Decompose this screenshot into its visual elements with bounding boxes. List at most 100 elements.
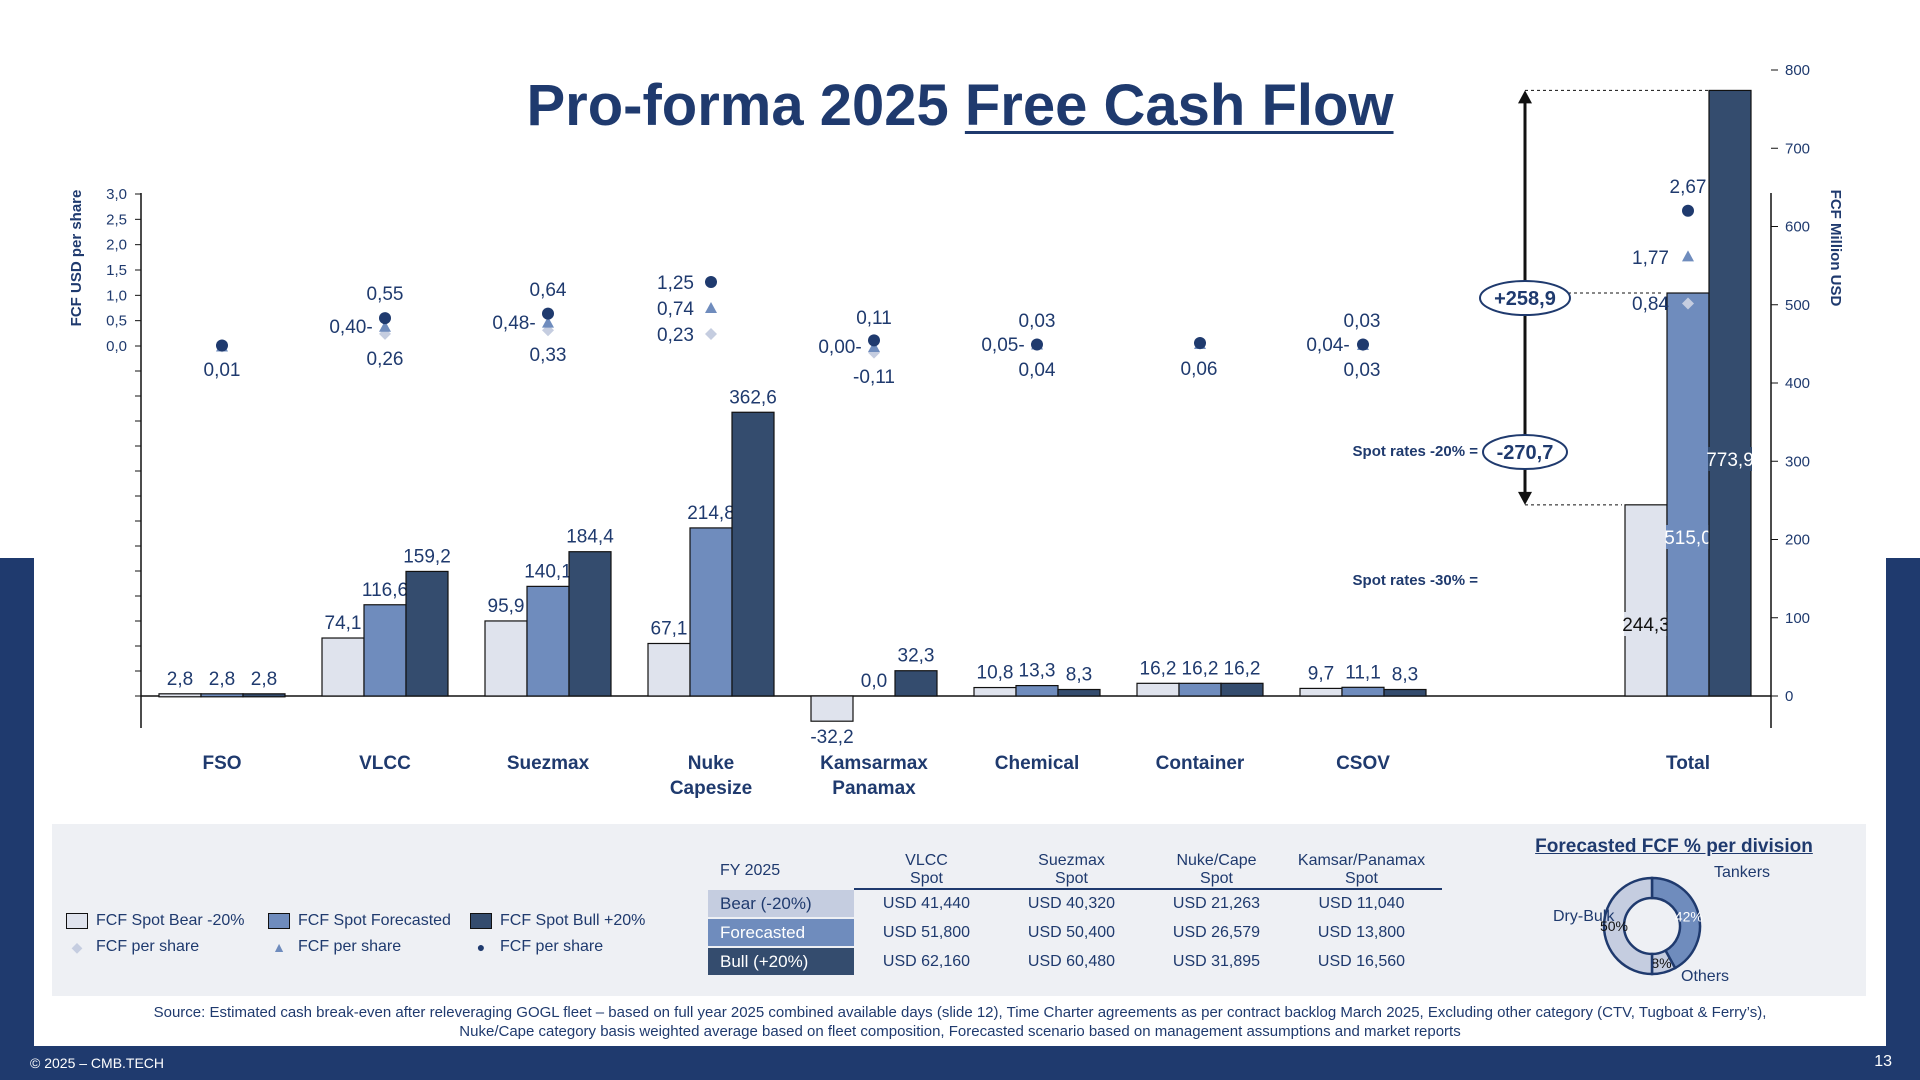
bar — [973, 686, 1017, 697]
per-share-label: 0,03 — [1019, 311, 1056, 332]
category-label: Suezmax — [507, 753, 590, 774]
left-axis-title: FCF USD per share — [68, 190, 85, 327]
total-label-bg — [1624, 612, 1668, 636]
per-share-bear-marker — [1682, 297, 1694, 310]
per-share-forecast-marker — [868, 341, 880, 352]
right-axis-tick-label: 500 — [1785, 297, 1810, 314]
bar-value-label: -32,2 — [810, 727, 853, 748]
legend-swatch — [470, 913, 492, 929]
bar-value-label: 184,4 — [566, 527, 614, 548]
table-header-line: Spot — [910, 870, 943, 887]
category-label: FSO — [202, 753, 241, 774]
legend-item: FCF Spot Bear -20% — [66, 912, 250, 930]
category-label: CSOV — [1336, 753, 1390, 774]
table-row-label: Bull (+20%) — [708, 948, 854, 975]
per-share-label: 0,74 — [657, 299, 694, 320]
category-label: Capesize — [670, 778, 752, 799]
per-share-bull-marker — [379, 312, 391, 325]
bar-value-label: 244,3 — [1622, 615, 1670, 636]
spot-rates-20-label: Spot rates -20% = — [1353, 443, 1479, 460]
per-share-label: 0,23 — [657, 325, 694, 346]
per-share-label: -0,11 — [853, 367, 895, 388]
bar — [1299, 687, 1343, 697]
bar-value-label: 95,9 — [488, 596, 525, 617]
table-cell: USD 16,560 — [1317, 953, 1406, 970]
left-axis-tick-label: 1,5 — [106, 262, 127, 279]
bar-value-label: 11,1 — [1345, 662, 1381, 683]
pie-title: Forecasted FCF % per division — [1535, 836, 1813, 857]
bar — [1708, 89, 1752, 697]
bridge-arrow-down-head — [1518, 491, 1532, 505]
bar — [689, 527, 733, 697]
category-label: Chemical — [995, 753, 1079, 774]
category-label: Kamsarmax — [820, 753, 928, 774]
downside-label-oval — [1482, 434, 1568, 470]
right-axis-tick-label: 400 — [1785, 375, 1810, 392]
legend-item: ◆ FCF per share — [66, 938, 250, 956]
per-share-label: 0,03 — [1344, 311, 1381, 332]
per-share-label: 0,11 — [856, 308, 892, 329]
per-share-label: 0,26 — [367, 349, 404, 370]
bar-value-label: 32,3 — [898, 646, 935, 667]
bar — [158, 693, 202, 698]
bar — [731, 411, 775, 697]
table-row-label: Forecasted — [708, 919, 854, 946]
per-share-bull-marker — [1194, 336, 1206, 349]
upside-label-oval — [1479, 280, 1571, 316]
bar — [484, 620, 528, 697]
bar-value-label: 140,1 — [524, 561, 572, 582]
bar — [568, 551, 612, 697]
table-fy-label: FY 2025 — [720, 862, 781, 879]
pie-slice-label: 50% — [1600, 918, 1628, 934]
bar — [321, 637, 365, 697]
pie-slice — [1650, 876, 1702, 970]
bar-value-label: 362,6 — [729, 387, 777, 408]
bar-value-label: 74,1 — [325, 613, 362, 634]
bar — [894, 670, 938, 697]
bar-value-label: 16,2 — [1224, 658, 1261, 679]
table-header-line: Spot — [1055, 870, 1088, 887]
chart-legend: FCF Spot Bear -20% FCF Spot Forecasted FCF… — [66, 908, 654, 960]
bar-value-label: 10,8 — [977, 663, 1014, 684]
table-header-line: Spot — [1200, 870, 1233, 887]
legend-row-markers: ◆ FCF per share ▲ FCF per share ● FCF per sha… — [66, 934, 654, 960]
bar-value-label: 0,0 — [861, 671, 887, 692]
source-note: Source: Estimated cash break-even after … — [60, 1003, 1860, 1041]
bar-value-label: 9,7 — [1308, 663, 1334, 684]
left-axis-tick-label: 2,0 — [106, 237, 127, 254]
table-cell: USD 11,040 — [1318, 895, 1405, 912]
legend-label: FCF Spot Bull +20% — [500, 912, 646, 929]
legend-item: ● FCF per share — [470, 938, 654, 956]
category-label: Total — [1666, 753, 1710, 774]
per-share-label: 1,25 — [657, 273, 694, 294]
table-row-label: Bear (-20%) — [708, 890, 854, 917]
bar — [363, 604, 407, 697]
legend-label: FCF per share — [500, 938, 604, 955]
table-column-header: VLCC Spot — [854, 852, 999, 888]
per-share-label: 0,01 — [204, 360, 241, 381]
right-axis-tick-label: 600 — [1785, 219, 1810, 236]
legend-item: FCF Spot Forecasted — [268, 912, 452, 930]
table-header-line: Spot — [1345, 870, 1378, 887]
bar-value-label: 2,8 — [209, 669, 235, 690]
right-axis-tick-label: 700 — [1785, 140, 1810, 157]
fcf-chart: 3,0 2,5 2,0 1,5 1,0 0,5 0,0 FCF USD per share 80… — [68, 62, 1844, 799]
per-share-forecast-marker — [1682, 250, 1694, 262]
source-line-1: Source: Estimated cash break-even after … — [153, 1004, 1767, 1021]
bar — [647, 642, 691, 697]
left-axis-tick-label: 1,0 — [106, 287, 127, 304]
per-share-label: 0,04- — [1306, 335, 1349, 356]
bar-value-label: 159,2 — [403, 546, 451, 567]
bar — [526, 585, 570, 697]
per-share-bull-marker — [1682, 204, 1694, 217]
table-cell: USD 50,400 — [1027, 924, 1116, 941]
pie-slice — [1602, 876, 1654, 976]
per-share-label: 0,05- — [981, 335, 1024, 356]
bar — [1624, 504, 1668, 697]
pie-slice-label: 8% — [1651, 955, 1671, 971]
category-label: Container — [1156, 753, 1245, 774]
bar — [1341, 686, 1385, 697]
table-cell: USD 41,440 — [882, 895, 971, 912]
source-line-2: Nuke/Cape category basis weighted averag… — [459, 1023, 1461, 1040]
bar — [200, 693, 244, 698]
